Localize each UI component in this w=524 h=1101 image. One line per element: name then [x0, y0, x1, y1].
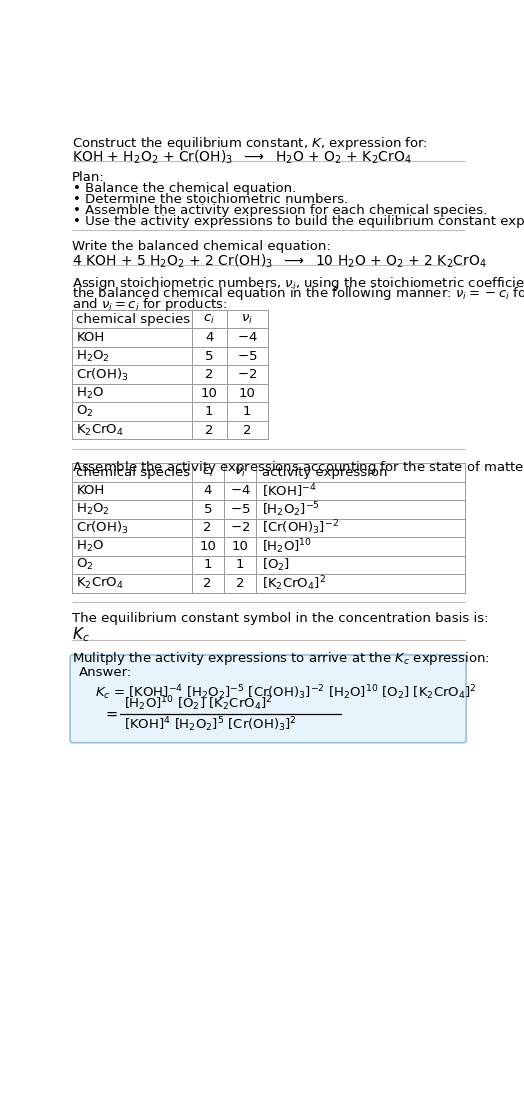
Text: Answer:: Answer:: [79, 666, 132, 679]
Text: 1: 1: [243, 405, 252, 418]
Text: 4: 4: [203, 484, 212, 498]
Text: O$_2$: O$_2$: [77, 557, 94, 573]
Text: Assemble the activity expressions accounting for the state of matter and $\nu_i$: Assemble the activity expressions accoun…: [72, 459, 524, 476]
Text: 2: 2: [205, 424, 213, 437]
Text: 1: 1: [236, 558, 244, 571]
FancyBboxPatch shape: [70, 655, 466, 743]
Text: [KOH]$^4$ [H$_2$O$_2$]$^5$ [Cr(OH)$_3$]$^2$: [KOH]$^4$ [H$_2$O$_2$]$^5$ [Cr(OH)$_3$]$…: [124, 716, 297, 734]
Text: 4: 4: [205, 331, 213, 345]
Text: K$_2$CrO$_4$: K$_2$CrO$_4$: [77, 576, 124, 591]
Text: $-2$: $-2$: [230, 522, 250, 534]
Text: $-2$: $-2$: [237, 368, 257, 381]
Text: [H$_2$O$_2$]$^{-5}$: [H$_2$O$_2$]$^{-5}$: [263, 500, 320, 519]
Text: H$_2$O: H$_2$O: [77, 538, 104, 554]
Text: chemical species: chemical species: [77, 313, 191, 326]
Text: activity expression: activity expression: [263, 466, 388, 479]
Text: Cr(OH)$_3$: Cr(OH)$_3$: [77, 367, 129, 383]
Text: KOH: KOH: [77, 331, 105, 345]
Text: 10: 10: [199, 539, 216, 553]
Text: • Assemble the activity expression for each chemical species.: • Assemble the activity expression for e…: [73, 204, 487, 217]
Text: $c_i$: $c_i$: [203, 313, 215, 326]
Text: =: =: [106, 707, 118, 722]
Text: $-5$: $-5$: [230, 503, 250, 516]
Bar: [72, 464, 465, 592]
Text: 2: 2: [243, 424, 252, 437]
Text: • Balance the chemical equation.: • Balance the chemical equation.: [73, 182, 297, 195]
Text: [KOH]$^{-4}$: [KOH]$^{-4}$: [263, 482, 317, 500]
Text: [O$_2$]: [O$_2$]: [263, 557, 290, 573]
Text: 2: 2: [236, 577, 244, 590]
Text: Construct the equilibrium constant, $K$, expression for:: Construct the equilibrium constant, $K$,…: [72, 135, 428, 152]
Text: $K_c$ = [KOH]$^{-4}$ [H$_2$O$_2$]$^{-5}$ [Cr(OH)$_3$]$^{-2}$ [H$_2$O]$^{10}$ [O$: $K_c$ = [KOH]$^{-4}$ [H$_2$O$_2$]$^{-5}$…: [95, 684, 477, 702]
Text: 5: 5: [203, 503, 212, 516]
Text: 10: 10: [201, 386, 217, 400]
Text: [Cr(OH)$_3$]$^{-2}$: [Cr(OH)$_3$]$^{-2}$: [263, 519, 340, 537]
Text: 2: 2: [203, 577, 212, 590]
Text: chemical species: chemical species: [77, 466, 191, 479]
Text: 1: 1: [203, 558, 212, 571]
Text: The equilibrium constant symbol in the concentration basis is:: The equilibrium constant symbol in the c…: [72, 612, 488, 625]
Text: 5: 5: [205, 350, 213, 362]
Text: $c_i$: $c_i$: [202, 466, 214, 479]
Text: O$_2$: O$_2$: [77, 404, 94, 419]
Text: Write the balanced chemical equation:: Write the balanced chemical equation:: [72, 240, 331, 253]
Text: 10: 10: [239, 386, 256, 400]
Text: Mulitply the activity expressions to arrive at the $K_c$ expression:: Mulitply the activity expressions to arr…: [72, 650, 489, 666]
Text: H$_2$O: H$_2$O: [77, 385, 104, 401]
Text: the balanced chemical equation in the following manner: $\nu_i = -c_i$ for react: the balanced chemical equation in the fo…: [72, 285, 524, 303]
Text: $\nu_i$: $\nu_i$: [241, 313, 253, 326]
Text: 2: 2: [205, 368, 213, 381]
Text: and $\nu_i = c_i$ for products:: and $\nu_i = c_i$ for products:: [72, 296, 227, 313]
Text: • Determine the stoichiometric numbers.: • Determine the stoichiometric numbers.: [73, 193, 348, 206]
Text: Cr(OH)$_3$: Cr(OH)$_3$: [77, 520, 129, 536]
Text: $K_c$: $K_c$: [72, 625, 90, 644]
Text: $-4$: $-4$: [237, 331, 258, 345]
Text: [H$_2$O]$^{10}$: [H$_2$O]$^{10}$: [263, 537, 312, 556]
Text: $-4$: $-4$: [230, 484, 250, 498]
Text: KOH + H$_2$O$_2$ + Cr(OH)$_3$  $\longrightarrow$  H$_2$O + O$_2$ + K$_2$CrO$_4$: KOH + H$_2$O$_2$ + Cr(OH)$_3$ $\longrigh…: [72, 149, 411, 165]
Text: 2: 2: [203, 522, 212, 534]
Text: H$_2$O$_2$: H$_2$O$_2$: [77, 349, 110, 363]
Text: H$_2$O$_2$: H$_2$O$_2$: [77, 502, 110, 517]
Text: K$_2$CrO$_4$: K$_2$CrO$_4$: [77, 423, 124, 438]
Text: $-5$: $-5$: [237, 350, 257, 362]
Text: 10: 10: [232, 539, 248, 553]
Text: • Use the activity expressions to build the equilibrium constant expression.: • Use the activity expressions to build …: [73, 215, 524, 228]
Text: [K$_2$CrO$_4$]$^2$: [K$_2$CrO$_4$]$^2$: [263, 574, 326, 592]
Text: [H$_2$O]$^{10}$ [O$_2$] [K$_2$CrO$_4$]$^2$: [H$_2$O]$^{10}$ [O$_2$] [K$_2$CrO$_4$]$^…: [124, 694, 272, 712]
Text: Plan:: Plan:: [72, 171, 104, 184]
Bar: [72, 310, 268, 439]
Text: Assign stoichiometric numbers, $\nu_i$, using the stoichiometric coefficients, $: Assign stoichiometric numbers, $\nu_i$, …: [72, 274, 524, 292]
Text: $\nu_i$: $\nu_i$: [234, 466, 246, 479]
Text: 1: 1: [205, 405, 213, 418]
Text: KOH: KOH: [77, 484, 105, 498]
Text: 4 KOH + 5 H$_2$O$_2$ + 2 Cr(OH)$_3$  $\longrightarrow$  10 H$_2$O + O$_2$ + 2 K$: 4 KOH + 5 H$_2$O$_2$ + 2 Cr(OH)$_3$ $\lo…: [72, 253, 486, 271]
